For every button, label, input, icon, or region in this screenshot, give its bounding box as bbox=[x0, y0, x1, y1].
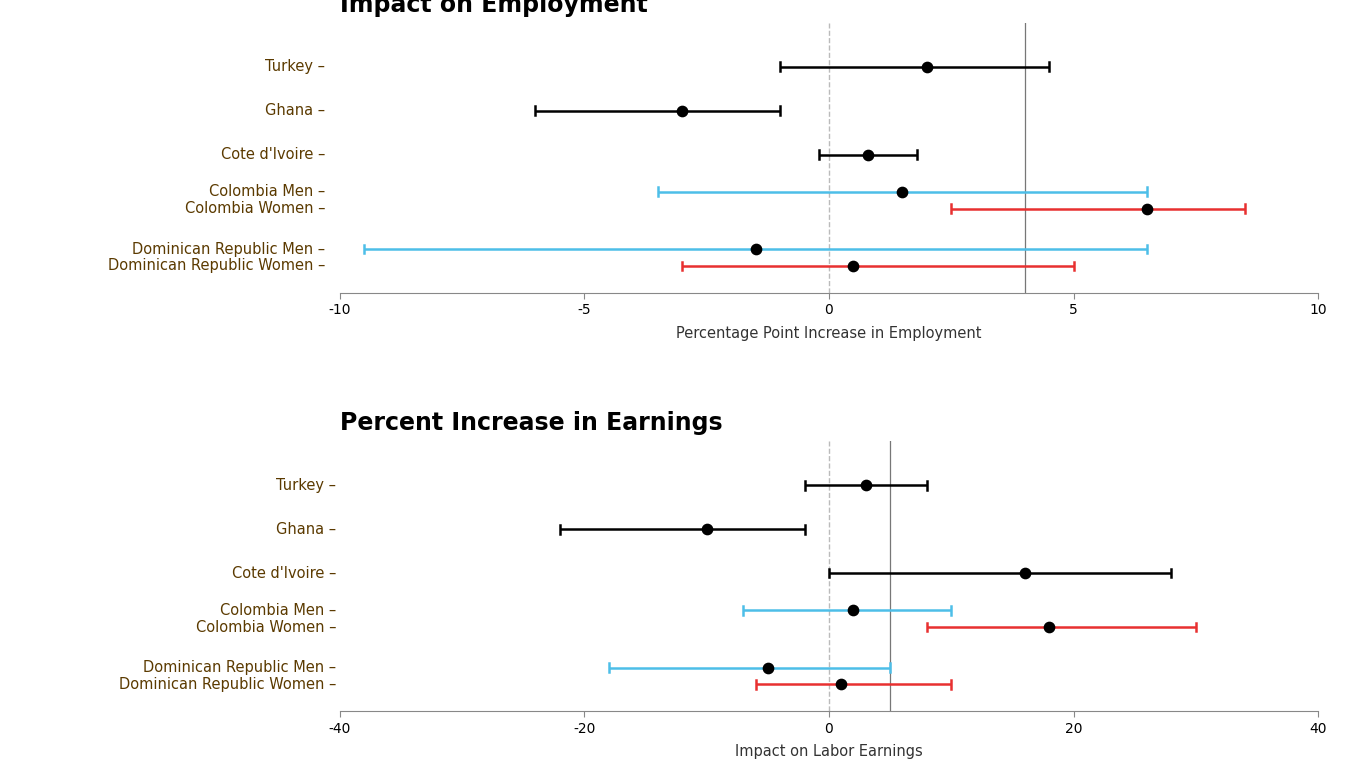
X-axis label: Percentage Point Increase in Employment: Percentage Point Increase in Employment bbox=[677, 326, 981, 340]
Point bbox=[1014, 567, 1036, 579]
Point bbox=[757, 662, 779, 674]
Point bbox=[830, 679, 852, 691]
Point bbox=[916, 60, 938, 73]
Point bbox=[843, 260, 864, 272]
Text: Cote d'Ivoire –: Cote d'Ivoire – bbox=[220, 147, 325, 162]
Point bbox=[671, 105, 693, 117]
X-axis label: Impact on Labor Earnings: Impact on Labor Earnings bbox=[735, 744, 923, 759]
Point bbox=[892, 186, 913, 198]
Point bbox=[1136, 203, 1158, 215]
Text: Percent Increase in Earnings: Percent Increase in Earnings bbox=[340, 412, 723, 435]
Text: Ghana –: Ghana – bbox=[276, 522, 336, 537]
Point bbox=[1038, 621, 1060, 633]
Point bbox=[855, 479, 877, 491]
Text: Turkey –: Turkey – bbox=[265, 60, 325, 74]
Text: Colombia Women –: Colombia Women – bbox=[185, 201, 325, 216]
Text: Cote d'Ivoire –: Cote d'Ivoire – bbox=[231, 565, 336, 581]
Point bbox=[745, 243, 766, 256]
Text: Dominican Republic Men –: Dominican Republic Men – bbox=[132, 242, 325, 256]
Text: Dominican Republic Women –: Dominican Republic Women – bbox=[118, 677, 336, 692]
Text: Dominican Republic Women –: Dominican Republic Women – bbox=[107, 259, 325, 273]
Point bbox=[843, 604, 864, 617]
Text: Dominican Republic Men –: Dominican Republic Men – bbox=[143, 660, 336, 675]
Point bbox=[696, 523, 718, 535]
Point bbox=[858, 148, 879, 161]
Text: Turkey –: Turkey – bbox=[276, 478, 336, 493]
Text: Impact on Employment: Impact on Employment bbox=[340, 0, 647, 17]
Text: Ghana –: Ghana – bbox=[265, 103, 325, 119]
Text: Colombia Women –: Colombia Women – bbox=[196, 620, 336, 635]
Text: Colombia Men –: Colombia Men – bbox=[220, 603, 336, 617]
Text: Colombia Men –: Colombia Men – bbox=[209, 184, 325, 199]
